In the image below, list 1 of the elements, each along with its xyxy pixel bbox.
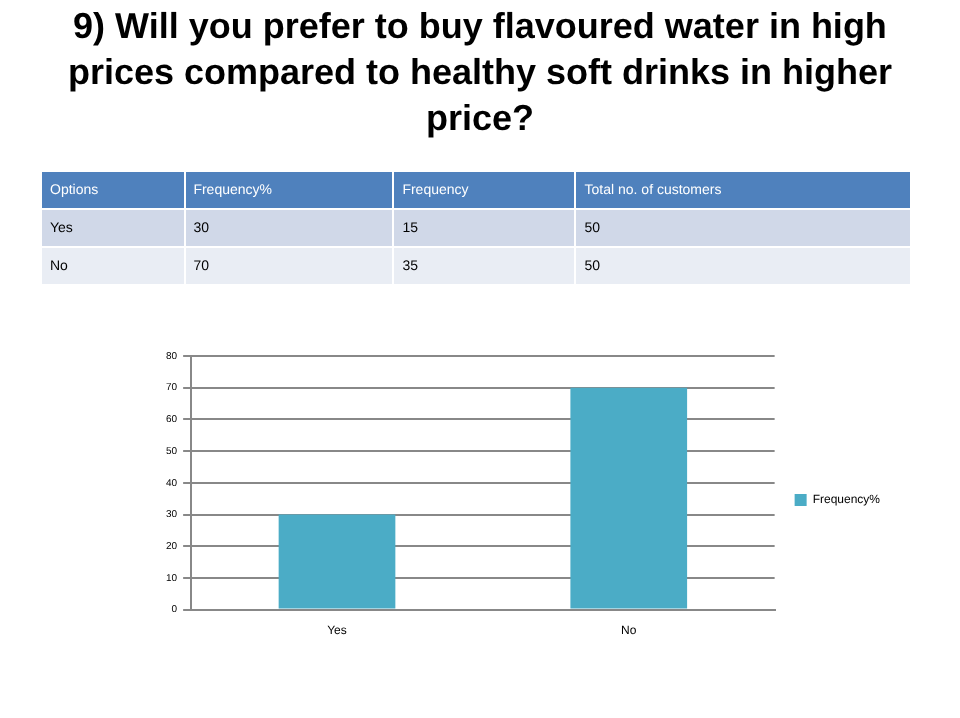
text: 9) Will you prefer to buy flavoured water in high prices compared to healthy soft drinks in higher price? [65,4,895,142]
